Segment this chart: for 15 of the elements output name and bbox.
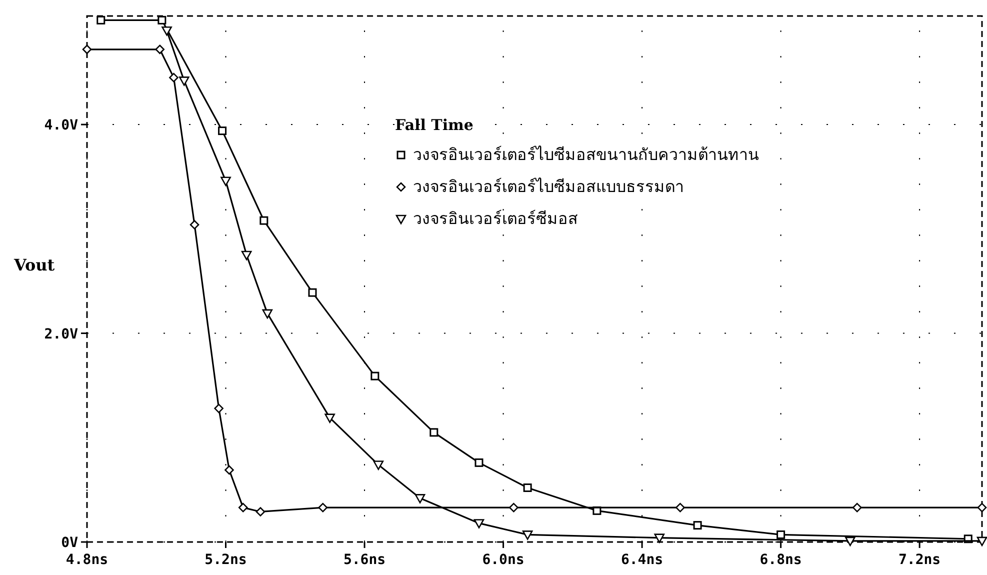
x-tick-label: 5.6ns bbox=[343, 552, 386, 568]
x-tick-label: 5.2ns bbox=[204, 552, 247, 568]
y-tick-label: 4.0V bbox=[44, 118, 79, 134]
y-axis-title: Vout bbox=[13, 256, 56, 275]
y-tick-label: 2.0V bbox=[44, 326, 79, 342]
x-tick-label: 4.8ns bbox=[66, 552, 108, 568]
x-tick-label: 6.4ns bbox=[620, 552, 664, 568]
legend-label: วงจรอินเวอร์เตอร์ซีมอส bbox=[413, 209, 578, 228]
legend-title: Fall Time bbox=[395, 116, 474, 134]
x-tick-label: 7.2ns bbox=[898, 552, 941, 568]
x-tick-label: 6.0ns bbox=[482, 552, 524, 568]
y-tick-label: 0V bbox=[61, 535, 79, 551]
legend-label: วงจรอินเวอร์เตอร์ไบซีมอสขนานกับความต้านทาน bbox=[413, 145, 759, 164]
legend-label: วงจรอินเวอร์เตอร์ไบซีมอสแบบธรรมดา bbox=[413, 177, 684, 196]
x-tick-label: 6.8ns bbox=[760, 552, 802, 568]
